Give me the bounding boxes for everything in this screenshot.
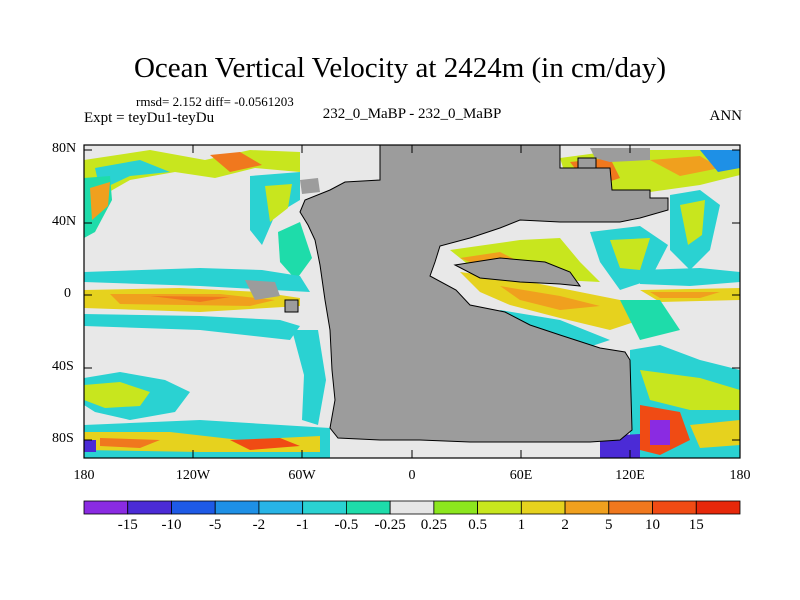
- colorbar-label: -15: [117, 517, 138, 533]
- land-nw-islet: [300, 178, 320, 194]
- colorbar-swatch: [302, 500, 347, 515]
- pattern-tethys-cyan: [500, 310, 610, 350]
- lon-label-180w: 180: [73, 468, 95, 483]
- pattern-npac-orange: [90, 182, 110, 220]
- lat-label-80n: 80N: [52, 141, 77, 156]
- colorbar-label: -2: [252, 517, 266, 533]
- experiment-label: Expt = teyDu1-teyDu: [84, 110, 215, 126]
- lat-ticks: [84, 149, 740, 441]
- colorbar-swatch: [171, 500, 216, 515]
- colorbar-swatch: [564, 500, 610, 515]
- colorbar-label: 0.5: [468, 517, 487, 533]
- colorbar-swatch: [608, 500, 653, 515]
- lon-label-180e: 180: [729, 468, 751, 483]
- colorbar: [83, 500, 741, 515]
- land-islet: [577, 157, 597, 169]
- colorbar-label: 1: [517, 517, 526, 533]
- pattern-se-yellow: [640, 370, 740, 410]
- pattern-eqpac-red: [150, 296, 230, 302]
- colorbar-label: 15: [688, 517, 704, 533]
- colorbar-label: -10: [161, 517, 182, 533]
- land-cimmeria: [453, 257, 582, 287]
- colorbar-swatch: [214, 500, 260, 515]
- colorbar-label: 2: [561, 517, 569, 533]
- pattern-epac-cyan: [640, 268, 740, 286]
- pattern-mexico: [278, 222, 312, 280]
- map-title: Ocean Vertical Velocity at 2424m (in cm/…: [133, 52, 667, 84]
- lat-label-40n: 40N: [52, 214, 77, 229]
- center-label: 232_0_MaBP - 232_0_MaBP: [322, 106, 502, 122]
- pattern-so-pac-purple: [84, 440, 96, 452]
- pattern-nwpac-yellow: [680, 200, 705, 245]
- lon-label-0: 0: [408, 468, 416, 483]
- colorbar-swatch: [433, 500, 479, 515]
- colorbar-swatch: [477, 500, 522, 515]
- lon-ticks: [192, 145, 631, 458]
- pattern-npac-cyan: [95, 160, 170, 190]
- land-pangaea: [299, 145, 669, 443]
- pattern-eqpac-south: [84, 314, 300, 340]
- lon-label-120w: 120W: [175, 468, 211, 483]
- pattern-tethys-orange2: [500, 286, 600, 310]
- colorbar-label: 10: [645, 517, 661, 533]
- pattern-arctic-blue: [700, 150, 740, 172]
- colorbar-swatch: [520, 500, 566, 515]
- lat-label-40s: 40S: [52, 359, 74, 374]
- land-arctic-island: [590, 148, 650, 162]
- colorbar-label: 5: [605, 517, 613, 533]
- season-label: ANN: [709, 108, 743, 124]
- colorbar-label: -0.5: [334, 517, 359, 533]
- pattern-se-purple: [650, 420, 670, 445]
- map-panel: [84, 145, 740, 458]
- lat-label-80s: 80S: [52, 431, 74, 446]
- pattern-so-pac-red1: [100, 438, 160, 448]
- pattern-epac-green: [620, 300, 680, 340]
- pattern-npac-red: [210, 152, 262, 172]
- pattern-chile: [292, 330, 326, 425]
- colorbar-swatch: [127, 500, 172, 515]
- colorbar-swatch: [652, 500, 697, 515]
- colorbar-swatch: [258, 500, 304, 515]
- pattern-so-pac-red2: [230, 438, 300, 450]
- colorbar-swatch: [389, 500, 435, 515]
- lon-label-60w: 60W: [288, 468, 316, 483]
- colorbar-label: -1: [296, 517, 309, 533]
- lat-label-0: 0: [64, 286, 71, 301]
- colorbar-swatch: [695, 500, 741, 515]
- colorbar-label: 0.25: [420, 517, 447, 533]
- stats-text: rmsd= 2.152 diff= -0.0561203: [136, 94, 294, 109]
- land-pacific-islet: [245, 280, 280, 300]
- pattern-spac-blob-inner: [84, 382, 150, 408]
- land-small-islet: [284, 299, 299, 313]
- colorbar-swatch: [83, 500, 129, 515]
- lon-label-60e: 60E: [509, 468, 533, 483]
- pattern-npac-east-yellow: [265, 184, 292, 222]
- pattern-china-yellow: [610, 238, 650, 270]
- pattern-arctic-orange: [650, 156, 720, 176]
- lon-label-120e: 120E: [615, 468, 645, 483]
- colorbar-label: -5: [208, 517, 222, 533]
- colorbar-label: -0.25: [374, 517, 406, 533]
- pattern-se-yellow2: [690, 420, 740, 448]
- colorbar-swatch: [345, 500, 391, 515]
- pattern-epac-orange: [650, 292, 720, 298]
